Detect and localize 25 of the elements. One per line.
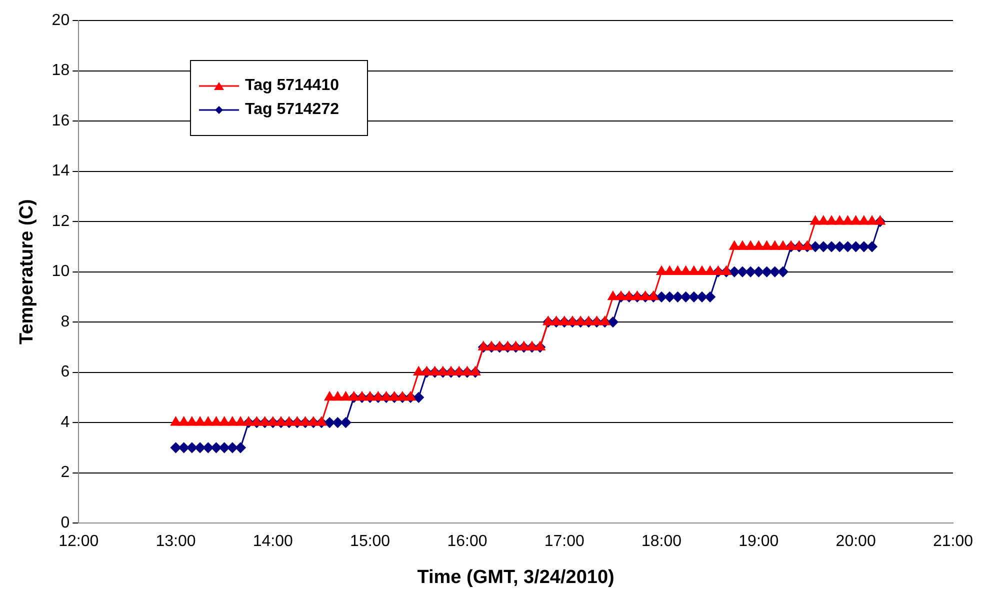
x-tick-label: 14:00 — [252, 533, 294, 550]
y-tick-label: 12 — [52, 212, 70, 230]
x-tick-label: 16:00 — [447, 533, 488, 550]
legend-label: Tag 5714410 — [245, 77, 339, 95]
x-tick-label: 19:00 — [738, 533, 779, 550]
x-axis-title: Time (GMT, 3/24/2010) — [417, 566, 614, 588]
x-tick-label: 13:00 — [156, 533, 196, 550]
y-tick-label: 4 — [60, 414, 70, 431]
y-tick-label: 2 — [60, 464, 70, 482]
y-tick-label: 20 — [52, 12, 70, 30]
y-axis-title: Temperature (C) — [16, 199, 38, 344]
x-tick-label: 17:00 — [544, 533, 584, 550]
x-tick-label: 15:00 — [350, 533, 390, 550]
y-tick-label: 16 — [52, 112, 70, 130]
y-tick-label: 0 — [60, 514, 70, 532]
y-tick-label: 6 — [60, 364, 70, 381]
y-tick-label: 10 — [52, 263, 70, 280]
y-tick-label: 8 — [60, 313, 70, 330]
legend-label: Tag 5714272 — [245, 101, 339, 119]
x-tick-label: 20:00 — [836, 533, 876, 550]
x-tick-label: 18:00 — [641, 533, 682, 550]
y-tick-label: 18 — [52, 62, 70, 80]
x-tick-label: 21:00 — [932, 533, 974, 550]
x-tick-label: 12:00 — [58, 533, 99, 550]
y-tick-label: 14 — [52, 162, 70, 180]
